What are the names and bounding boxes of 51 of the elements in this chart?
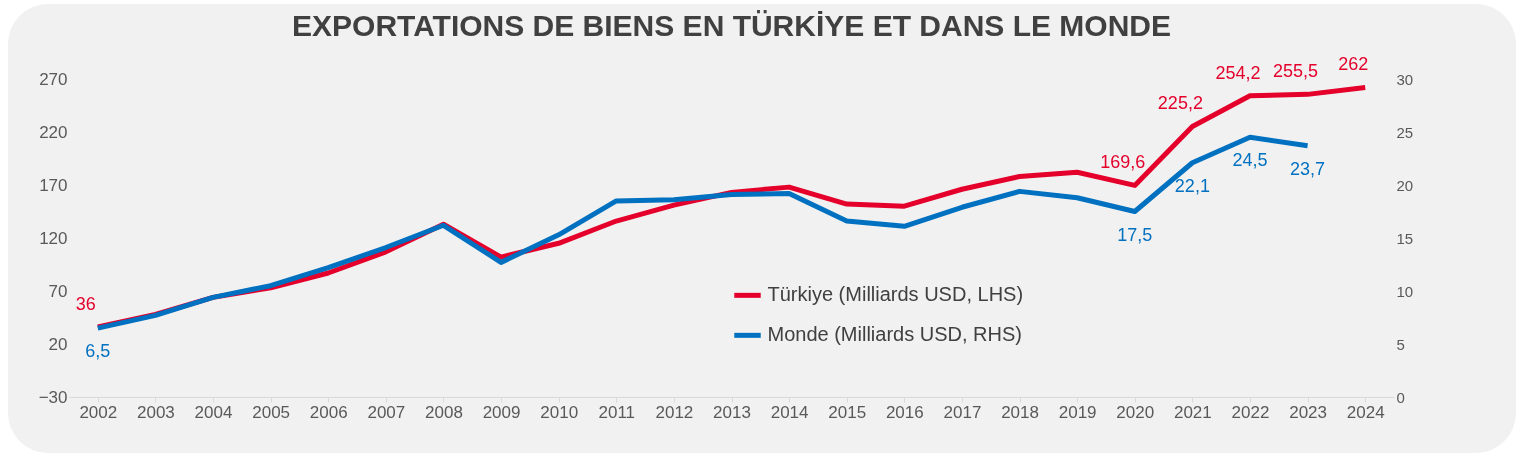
y2-tick-label: 10 xyxy=(1396,282,1414,300)
data-label: 255,5 xyxy=(1273,61,1319,82)
x-tick-label: 2008 xyxy=(425,402,463,422)
data-label: 17,5 xyxy=(1117,224,1153,245)
x-tick-label: 2023 xyxy=(1289,402,1327,422)
y2-tick-label: 0 xyxy=(1396,388,1405,406)
legend-label: Türkiye (Milliards USD, LHS) xyxy=(767,283,1024,306)
data-label: 225,2 xyxy=(1157,93,1203,114)
data-label: 254,2 xyxy=(1215,62,1261,83)
data-label: 24,5 xyxy=(1232,150,1268,171)
x-tick-label: 2022 xyxy=(1231,402,1270,422)
data-label: 22,1 xyxy=(1174,175,1210,196)
x-tick-label: 2014 xyxy=(770,402,809,422)
data-label: 36 xyxy=(75,294,96,315)
y-tick-label: 220 xyxy=(39,122,68,142)
data-label: 6,5 xyxy=(85,341,111,362)
x-tick-label: 2013 xyxy=(713,402,751,422)
x-tick-label: 2005 xyxy=(252,402,291,422)
y-tick-label: 270 xyxy=(39,69,68,89)
x-tick-label: 2011 xyxy=(598,402,636,422)
x-tick-label: 2003 xyxy=(137,402,175,422)
x-tick-label: 2009 xyxy=(482,402,521,422)
y-tick-label: 120 xyxy=(39,228,68,248)
data-label: 262 xyxy=(1338,54,1369,75)
y-tick-label: −30 xyxy=(38,387,68,407)
x-tick-label: 2024 xyxy=(1346,402,1385,422)
x-tick-label: 2019 xyxy=(1058,402,1097,422)
x-tick-label: 2018 xyxy=(1001,402,1039,422)
y2-tick-label: 15 xyxy=(1396,229,1414,247)
data-label: 169,6 xyxy=(1100,152,1146,173)
data-label: 23,7 xyxy=(1290,158,1326,179)
x-tick-label: 2021 xyxy=(1173,402,1212,422)
x-tick-label: 2015 xyxy=(828,402,867,422)
x-tick-label: 2016 xyxy=(885,402,924,422)
x-tick-label: 2012 xyxy=(655,402,694,422)
y-tick-label: 170 xyxy=(39,175,68,195)
x-tick-label: 2006 xyxy=(309,402,348,422)
x-tick-label: 2007 xyxy=(367,402,406,422)
y-tick-label: 70 xyxy=(48,281,68,301)
x-tick-label: 2017 xyxy=(943,402,982,422)
y2-tick-label: 30 xyxy=(1396,70,1414,88)
y2-tick-label: 25 xyxy=(1396,123,1414,141)
chart-title: EXPORTATIONS DE BIENS EN TÜRKİYE ET DANS LE MONDE xyxy=(292,9,1171,43)
y2-tick-label: 20 xyxy=(1396,176,1414,194)
x-tick-label: 2004 xyxy=(194,402,233,422)
y-tick-label: 20 xyxy=(48,334,68,354)
x-tick-label: 2020 xyxy=(1116,402,1155,422)
y2-tick-label: 5 xyxy=(1396,335,1405,353)
x-tick-label: 2002 xyxy=(79,402,118,422)
legend-label: Monde (Milliards USD, RHS) xyxy=(767,323,1022,346)
x-tick-label: 2010 xyxy=(540,402,579,422)
